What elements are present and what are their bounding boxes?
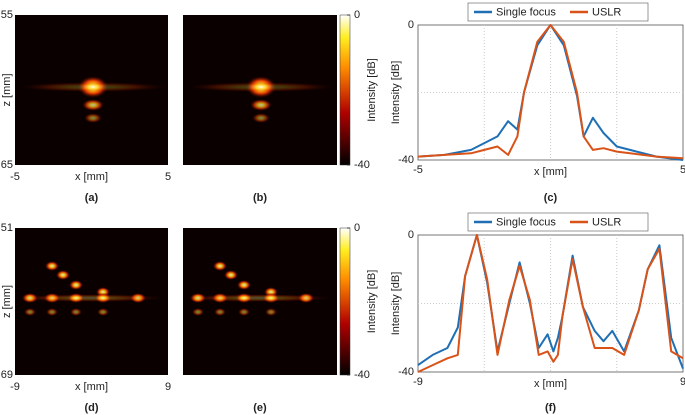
y-tick-label: 0 (408, 229, 414, 241)
x-axis-label: x [mm] (75, 381, 108, 393)
legend-label: Single focus (496, 6, 556, 18)
x-tick-label: 5 (680, 164, 685, 176)
x-tick-label: -9 (413, 376, 423, 388)
x-tick-label: -5 (10, 171, 20, 183)
image-spot (250, 99, 272, 111)
colorbar-tick-label: 0 (354, 9, 360, 21)
image-spot (84, 113, 102, 123)
x-tick-label: -9 (10, 381, 20, 393)
panel-caption: (e) (253, 402, 267, 414)
x-tick-label: -5 (413, 164, 423, 176)
image-spot (213, 261, 227, 271)
image-spot (15, 294, 165, 302)
colorbar (339, 14, 351, 166)
image-spot (45, 261, 59, 271)
y-tick-label: 69 (1, 369, 13, 381)
y-tick-label: 51 (1, 222, 13, 234)
image-spot (265, 308, 277, 316)
x-tick-label: 5 (165, 171, 171, 183)
image-spot (24, 308, 36, 316)
x-tick-label: 9 (680, 376, 685, 388)
y-axis-label: z [mm] (1, 285, 13, 318)
image-spot (214, 308, 226, 316)
colorbar-label: Intensity [dB] (366, 270, 378, 334)
panel-caption: (d) (84, 402, 98, 414)
colorbar-tick-label: -40 (354, 159, 370, 171)
series-line (417, 24, 684, 160)
y-axis-label: Intensity [dB] (390, 61, 402, 125)
image-spot (69, 280, 83, 290)
x-axis-label: x [mm] (534, 166, 567, 178)
image-spot (252, 113, 270, 123)
image-spot (183, 294, 333, 302)
x-axis-label: x [mm] (534, 378, 567, 390)
image-spot (237, 280, 251, 290)
image-spot (82, 99, 104, 111)
legend-label: USLR (592, 6, 621, 18)
image-spot (18, 82, 168, 92)
image-spot (46, 308, 58, 316)
legend (467, 2, 649, 22)
legend-label: Single focus (496, 216, 556, 228)
x-tick-label: 9 (165, 381, 171, 393)
legend (467, 212, 649, 232)
y-tick-label: 55 (1, 9, 13, 21)
colorbar-label: Intensity [dB] (366, 58, 378, 122)
image-spot (97, 308, 109, 316)
y-tick-label: -40 (398, 154, 414, 166)
panel-caption: (b) (253, 192, 267, 204)
y-tick-label: 0 (408, 19, 414, 31)
panel-caption: (f) (545, 402, 556, 414)
image-spot (70, 308, 82, 316)
image-spot (238, 308, 250, 316)
colorbar (339, 227, 351, 376)
series-line (417, 234, 684, 373)
colorbar-tick-label: 0 (354, 222, 360, 234)
y-tick-label: 65 (1, 159, 13, 171)
colorbar-tick-label: -40 (354, 369, 370, 381)
legend-label: USLR (592, 216, 621, 228)
y-axis-label: Intensity [dB] (390, 272, 402, 336)
y-axis-label: z [mm] (1, 74, 13, 107)
image-spot (186, 82, 336, 92)
image-spot (224, 270, 238, 280)
y-tick-label: -40 (398, 366, 414, 378)
panel-caption: (c) (544, 192, 558, 204)
x-axis-label: x [mm] (75, 171, 108, 183)
image-spot (56, 270, 70, 280)
panel-caption: (a) (85, 192, 99, 204)
image-spot (192, 308, 204, 316)
